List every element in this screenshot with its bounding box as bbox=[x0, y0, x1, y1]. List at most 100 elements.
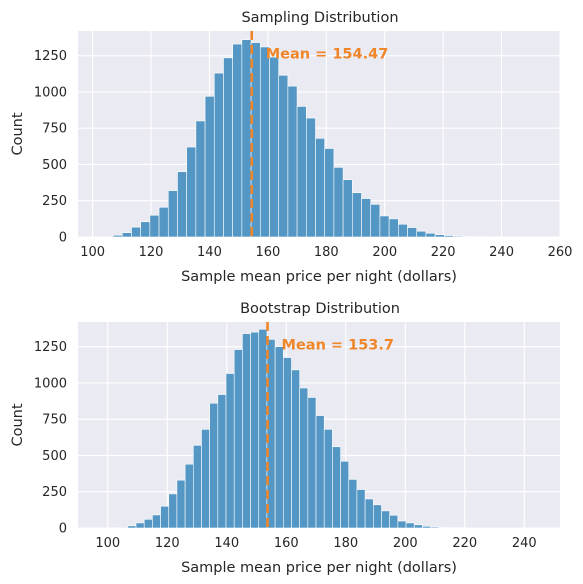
histogram-bar bbox=[233, 349, 243, 529]
histogram-bar bbox=[223, 57, 233, 238]
x-tick-label: 220 bbox=[452, 536, 477, 551]
histogram-bar bbox=[209, 402, 219, 529]
histogram-bar bbox=[192, 445, 202, 529]
histogram-bar bbox=[352, 192, 362, 238]
histogram-bar bbox=[282, 357, 292, 529]
histogram-bar bbox=[168, 493, 178, 529]
histogram-bar bbox=[213, 72, 224, 238]
histogram-bar bbox=[372, 504, 382, 529]
y-tick-label: 0 bbox=[59, 231, 67, 246]
histogram-bar bbox=[131, 226, 141, 238]
histogram-bar bbox=[149, 214, 160, 238]
histogram-bar bbox=[332, 446, 341, 529]
y-tick-label: 750 bbox=[42, 413, 67, 428]
histogram-bar bbox=[274, 346, 284, 529]
histogram-bar bbox=[407, 227, 418, 238]
histogram-bar bbox=[250, 331, 260, 529]
histogram-bar bbox=[305, 117, 316, 238]
histogram-bar bbox=[158, 206, 169, 238]
histogram-bar bbox=[405, 522, 415, 529]
chart-title: Sampling Distribution bbox=[241, 10, 398, 26]
chart-title: Bootstrap Distribution bbox=[240, 301, 400, 317]
x-tick-label: 260 bbox=[548, 245, 573, 260]
histogram-bar bbox=[381, 510, 390, 529]
y-tick-label: 1000 bbox=[34, 376, 67, 391]
x-tick-label: 200 bbox=[372, 245, 397, 260]
histogram-bar bbox=[217, 394, 227, 529]
histogram-bar bbox=[195, 120, 206, 238]
y-tick-label: 0 bbox=[59, 522, 67, 537]
mean-label: Mean = 153.7 bbox=[282, 338, 394, 354]
histogram-bar bbox=[201, 429, 210, 529]
histogram-bar bbox=[291, 369, 300, 529]
histogram-bar bbox=[397, 520, 407, 529]
y-tick-label: 250 bbox=[42, 485, 67, 500]
histogram-bar bbox=[299, 387, 309, 529]
y-tick-labels: 0 250 500 750 1000 1250 bbox=[34, 49, 67, 245]
histogram-bar bbox=[269, 56, 279, 238]
x-tick-label: 160 bbox=[274, 536, 299, 551]
histogram-bar bbox=[112, 234, 123, 238]
y-tick-label: 500 bbox=[42, 449, 67, 464]
histogram-bar bbox=[422, 525, 431, 529]
histogram-bar bbox=[167, 190, 178, 238]
histogram-bar bbox=[361, 198, 372, 238]
x-tick-label: 140 bbox=[214, 536, 239, 551]
x-tick-labels: 100 120 140 160 180 200 220 240 bbox=[95, 536, 536, 551]
histogram-bar bbox=[186, 146, 197, 238]
histogram-bar bbox=[287, 85, 298, 238]
histogram-bar bbox=[135, 522, 145, 529]
histogram-bar bbox=[140, 221, 151, 238]
histogram-bar bbox=[176, 479, 186, 529]
histogram-bar bbox=[296, 106, 307, 238]
x-tick-label: 240 bbox=[489, 245, 514, 260]
y-tick-label: 500 bbox=[42, 158, 67, 173]
histogram-bar bbox=[119, 526, 129, 529]
histogram-bar bbox=[453, 235, 464, 238]
y-tick-label: 1250 bbox=[34, 49, 67, 64]
x-tick-label: 100 bbox=[80, 245, 105, 260]
histogram-bar bbox=[348, 479, 358, 529]
chart-sampling: Sampling Distribution Mean = 154.47 100 1… bbox=[10, 10, 572, 285]
x-tick-label: 120 bbox=[155, 536, 180, 551]
y-tick-label: 750 bbox=[42, 122, 67, 137]
x-tick-label: 120 bbox=[139, 245, 164, 260]
histogram-bar bbox=[388, 218, 399, 238]
histogram-bar bbox=[340, 460, 350, 529]
histogram-bar bbox=[416, 230, 427, 238]
x-tick-label: 180 bbox=[314, 245, 339, 260]
y-tick-label: 250 bbox=[42, 194, 67, 209]
histogram-bar bbox=[315, 138, 325, 238]
x-tick-label: 160 bbox=[255, 245, 280, 260]
histogram-bar bbox=[184, 463, 194, 529]
histogram-bar bbox=[379, 215, 390, 238]
x-tick-label: 180 bbox=[333, 536, 358, 551]
histogram-bars bbox=[119, 328, 530, 529]
histogram-bar bbox=[177, 171, 187, 238]
x-tick-label: 100 bbox=[95, 536, 120, 551]
histogram-bar bbox=[370, 204, 381, 238]
x-tick-label: 140 bbox=[197, 245, 222, 260]
histogram-bars bbox=[112, 39, 500, 238]
x-tick-label: 200 bbox=[393, 536, 418, 551]
x-tick-label: 220 bbox=[431, 245, 456, 260]
histogram-bar bbox=[242, 333, 251, 529]
histogram-bar bbox=[389, 514, 399, 529]
histogram-bar bbox=[278, 74, 289, 238]
histogram-bar bbox=[241, 39, 252, 238]
histogram-bar bbox=[315, 415, 325, 529]
histogram-bar bbox=[259, 46, 270, 238]
histogram-bar bbox=[127, 525, 137, 529]
x-tick-label: 240 bbox=[512, 536, 537, 551]
histogram-bar bbox=[258, 328, 268, 529]
histogram-bar bbox=[204, 95, 215, 238]
histogram-bar bbox=[356, 489, 366, 529]
histogram-bar bbox=[444, 235, 454, 238]
histogram-bar bbox=[438, 527, 448, 529]
histogram-bar bbox=[324, 148, 335, 238]
histogram-bar bbox=[398, 223, 408, 238]
histogram-bar bbox=[434, 234, 445, 238]
histogram-bar bbox=[425, 232, 436, 238]
histogram-bar bbox=[143, 518, 153, 529]
